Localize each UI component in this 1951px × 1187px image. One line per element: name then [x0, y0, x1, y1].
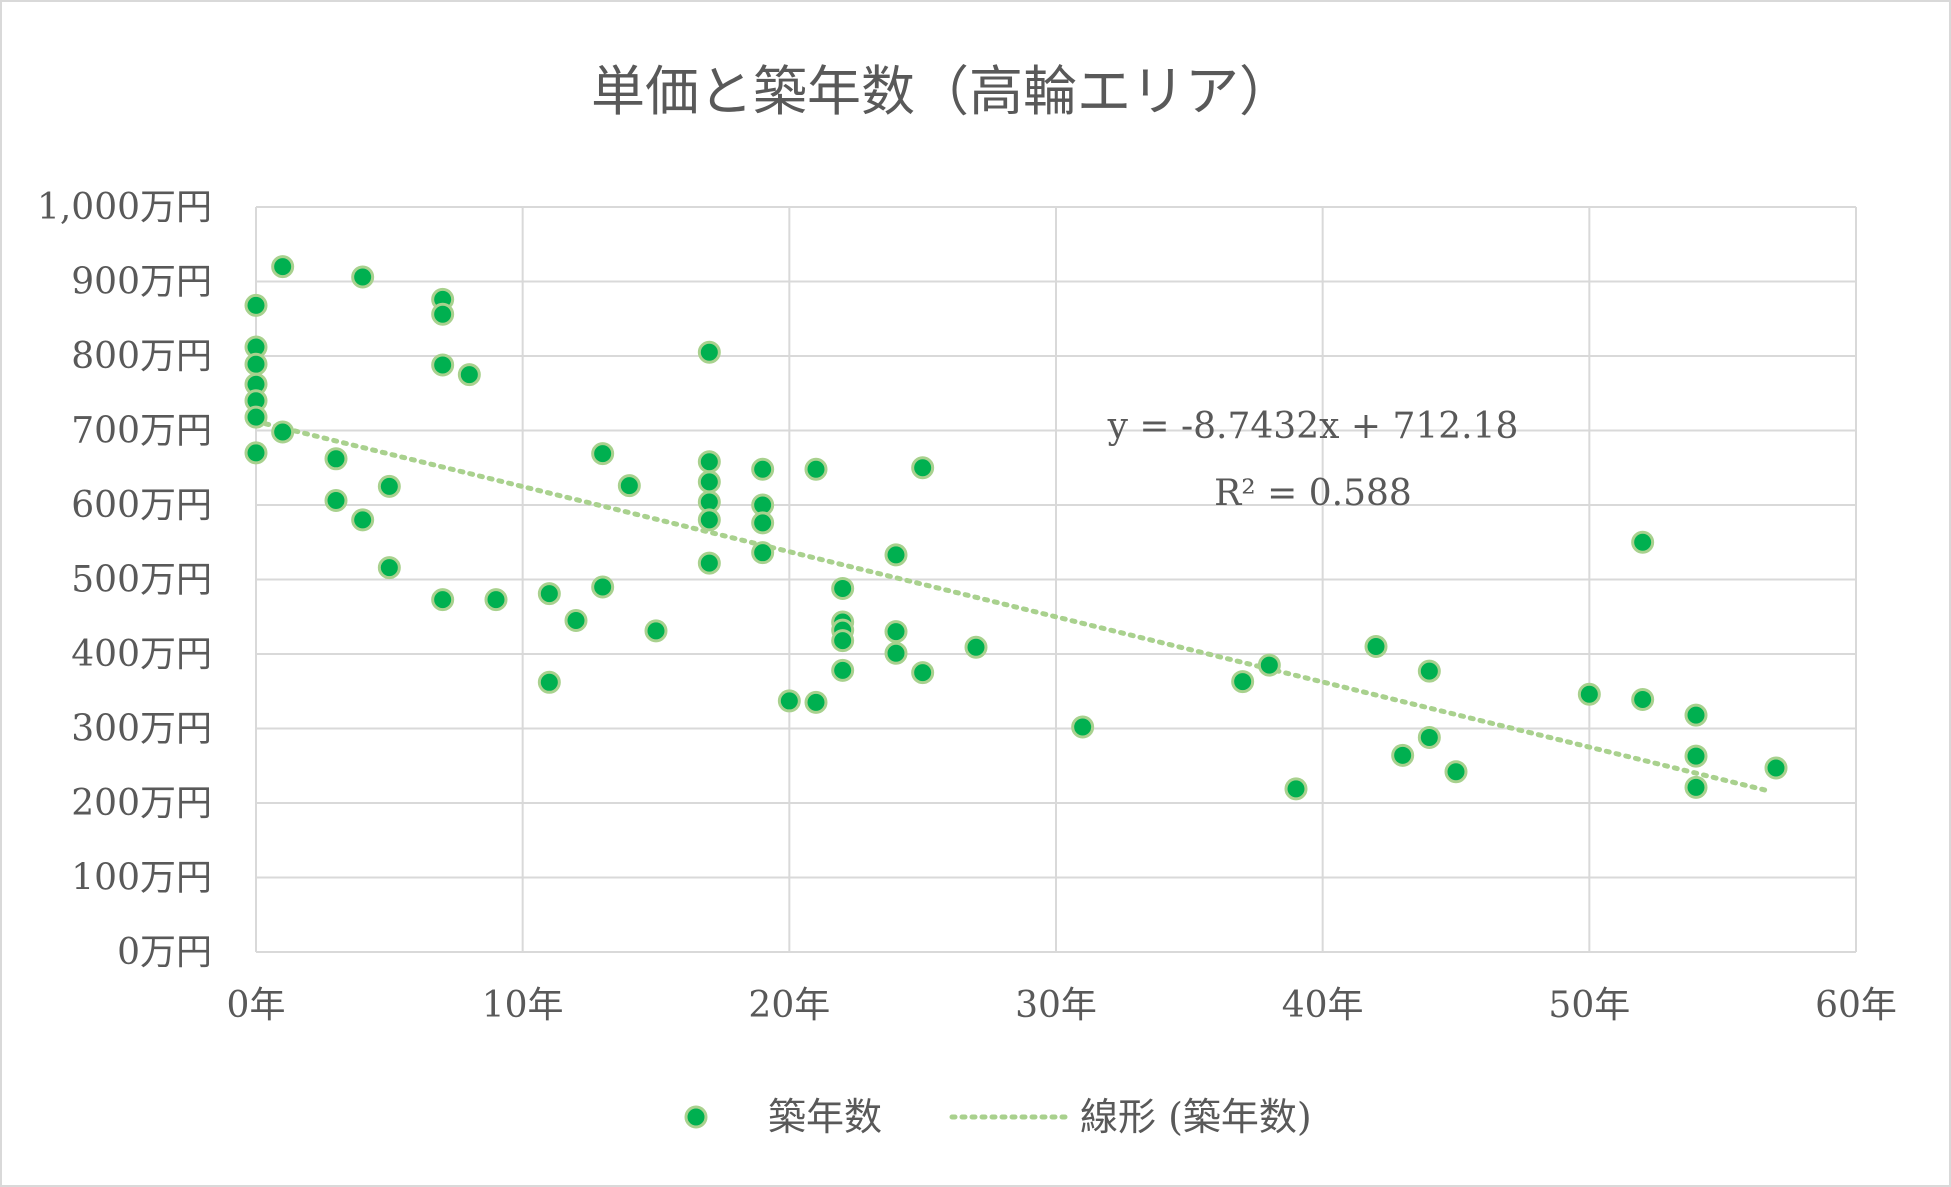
data-point	[804, 690, 828, 714]
data-point	[457, 363, 481, 387]
y-tick-label-10: 1,000万円	[37, 187, 212, 228]
data-point	[831, 629, 855, 653]
x-tick-label-1: 10年	[482, 985, 564, 1026]
y-tick-label-1: 100万円	[71, 858, 212, 899]
data-point	[591, 575, 615, 599]
data-point	[324, 489, 348, 513]
data-point	[1631, 530, 1655, 554]
data-point	[1284, 777, 1308, 801]
legend-label-trendline: 線形 (築年数)	[1080, 1095, 1312, 1139]
data-points	[244, 255, 1788, 801]
data-point	[831, 576, 855, 600]
data-point	[697, 470, 721, 494]
data-point	[351, 265, 375, 289]
x-tick-label-5: 50年	[1548, 985, 1630, 1026]
data-point	[1071, 715, 1095, 739]
data-point	[1391, 743, 1415, 767]
x-tick-label-3: 30年	[1015, 985, 1097, 1026]
y-tick-label-6: 600万円	[71, 485, 212, 526]
data-point	[697, 450, 721, 474]
chart-title: 単価と築年数（高輪エリア）	[591, 60, 1293, 123]
x-tick-label-4: 40年	[1282, 985, 1364, 1026]
data-point	[911, 456, 935, 480]
y-tick-label-2: 200万円	[71, 783, 212, 824]
data-point	[884, 620, 908, 644]
data-point	[244, 352, 268, 376]
trendline-layer	[253, 418, 1771, 794]
data-point	[964, 635, 988, 659]
data-point	[1257, 653, 1281, 677]
x-tick-label-0: 0年	[227, 985, 286, 1026]
y-tick-label-4: 400万円	[71, 634, 212, 675]
data-point	[697, 340, 721, 364]
data-point	[484, 588, 508, 612]
data-point	[537, 670, 561, 694]
data-point	[244, 293, 268, 317]
data-point	[271, 420, 295, 444]
data-point	[1684, 703, 1708, 727]
data-point	[377, 474, 401, 498]
data-point	[1631, 687, 1655, 711]
trendline-equation: y = -8.7432x + 712.18 R² = 0.588	[1107, 406, 1519, 514]
data-point	[1764, 756, 1788, 780]
x-axis-tick-labels: 0年 10年 20年 30年 40年 50年 60年	[227, 985, 1897, 1026]
data-point	[1417, 659, 1441, 683]
x-tick-label-2: 20年	[748, 985, 830, 1026]
data-point	[1684, 775, 1708, 799]
legend-label-scatter: 築年数	[768, 1095, 882, 1139]
legend-marker-scatter	[684, 1105, 708, 1129]
data-point	[431, 353, 455, 377]
x-tick-label-6: 60年	[1815, 985, 1897, 1026]
grid-lines	[256, 206, 1857, 952]
data-point	[1417, 725, 1441, 749]
data-point	[1231, 670, 1255, 694]
y-tick-label-0: 0万円	[117, 932, 212, 973]
data-point	[697, 508, 721, 532]
y-tick-label-5: 500万円	[71, 560, 212, 601]
legend: 築年数 線形 (築年数)	[684, 1095, 1312, 1139]
data-point	[591, 442, 615, 466]
data-point	[564, 608, 588, 632]
data-point	[1364, 635, 1388, 659]
data-point	[1444, 760, 1468, 784]
data-point	[777, 689, 801, 713]
data-point	[617, 474, 641, 498]
data-point	[537, 582, 561, 606]
data-point	[751, 457, 775, 481]
y-tick-label-9: 900万円	[71, 262, 212, 303]
trendline-equation-label: y = -8.7432x + 712.18	[1107, 406, 1519, 447]
data-point	[884, 543, 908, 567]
data-point	[804, 457, 828, 481]
data-point	[244, 405, 268, 429]
data-point	[324, 447, 348, 471]
data-point	[431, 302, 455, 326]
data-point	[884, 641, 908, 665]
y-axis-tick-labels: 0万円 100万円 200万円 300万円 400万円 500万円 600万円 700万円 80…	[37, 187, 212, 973]
data-point	[1684, 744, 1708, 768]
trendline-r2-label: R² = 0.588	[1214, 473, 1412, 514]
data-point	[751, 541, 775, 565]
data-point	[351, 508, 375, 532]
data-point	[244, 441, 268, 465]
data-point	[271, 255, 295, 279]
data-point	[377, 556, 401, 580]
data-point	[751, 511, 775, 535]
data-point	[911, 661, 935, 685]
y-tick-label-8: 800万円	[71, 336, 212, 377]
data-point	[1577, 682, 1601, 706]
data-point	[831, 658, 855, 682]
y-tick-label-7: 700万円	[71, 411, 212, 452]
data-point	[644, 619, 668, 643]
data-point	[431, 588, 455, 612]
trendline	[253, 418, 1771, 794]
axes	[255, 207, 1856, 953]
data-point	[697, 551, 721, 575]
y-tick-label-3: 300万円	[71, 709, 212, 750]
